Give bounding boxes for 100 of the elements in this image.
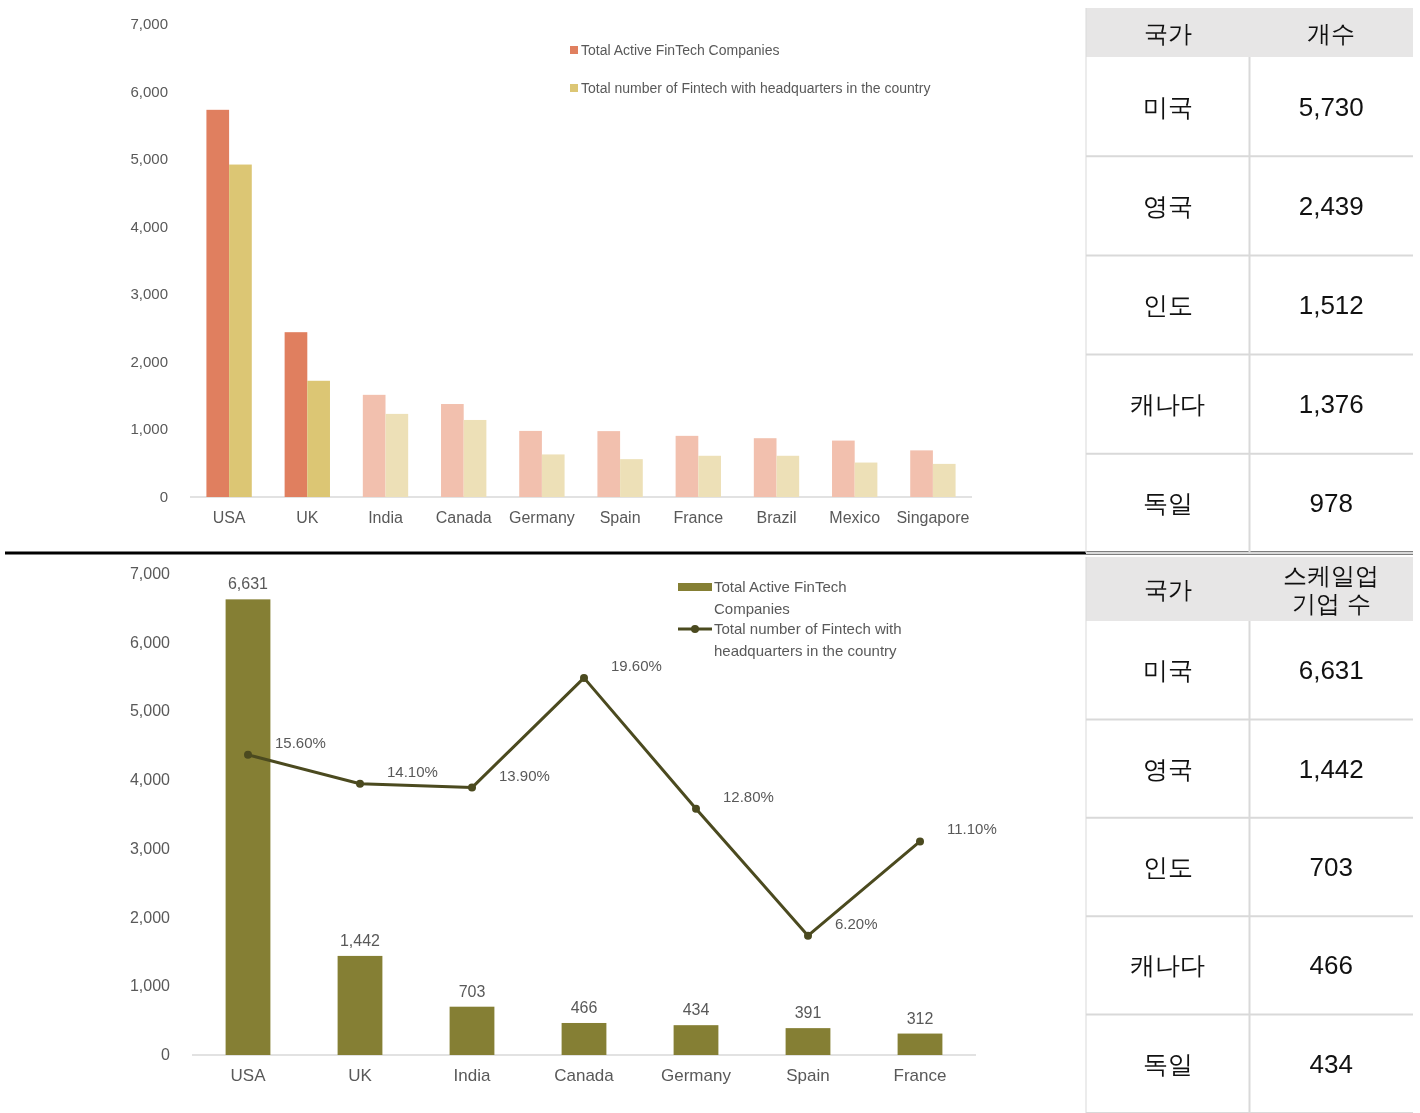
bar [753, 438, 777, 497]
category-label: 독일 [1142, 489, 1193, 518]
bar [597, 431, 621, 497]
category-label: 캐나다 [1130, 951, 1206, 980]
bar [854, 462, 878, 497]
point [356, 779, 364, 788]
y-tick-label: 0 [161, 1046, 171, 1063]
y-tick-label: 0 [159, 488, 168, 505]
bar [206, 109, 230, 497]
y-tick-label: 3,000 [129, 839, 171, 857]
bar [225, 599, 271, 1055]
text: 국가 [1143, 19, 1192, 47]
point [244, 750, 252, 759]
y-tick-label: 1,000 [130, 420, 168, 438]
bar [463, 419, 487, 497]
point [692, 804, 700, 813]
bar [698, 455, 721, 497]
category-label: 인도 [1142, 291, 1193, 319]
bar [337, 955, 383, 1055]
y-tick-label: 2,000 [129, 908, 171, 926]
bar [673, 1025, 719, 1055]
category-label: 인도 [1142, 853, 1193, 881]
bar [229, 164, 252, 497]
category-label: 캐나다 [1130, 390, 1206, 419]
bar [675, 435, 699, 497]
text: 6,631 [1298, 655, 1364, 686]
data-label: 19.60% [611, 656, 662, 674]
x-tick-label: France [893, 1066, 947, 1085]
y-tick-label: 6,000 [129, 633, 171, 651]
legend-label: Total number of Fintech with headquarters in the country [714, 620, 902, 659]
text: 2,439 [1298, 190, 1364, 221]
y-tick-label: 4,000 [129, 771, 171, 789]
legend-label: Total Active FinTech Companies [714, 578, 847, 617]
x-tick-label: Brazil [756, 509, 797, 526]
x-tick-label: France [673, 509, 724, 526]
x-tick-label: Canada [435, 509, 492, 526]
text: 국가 [1143, 576, 1192, 603]
category-label: 영국 [1142, 191, 1193, 220]
text: 스케일업 기업 수 [1283, 562, 1380, 617]
x-tick-label: Canada [554, 1066, 615, 1085]
x-tick-label: India [453, 1066, 491, 1085]
x-tick-label: Germany [661, 1066, 732, 1085]
category-label: 미국 [1142, 656, 1193, 685]
y-tick-label: 1,000 [129, 977, 171, 995]
data-label: 703 [458, 982, 486, 1000]
x-tick-label: USA [212, 509, 246, 526]
bar [441, 404, 464, 497]
text: 434 [1309, 1048, 1353, 1079]
x-tick-label: Spain [599, 509, 641, 526]
x-tick-label: UK [296, 509, 319, 526]
legend-label: Total number of Fintech with headquarters in the country [581, 80, 931, 96]
data-label: 434 [682, 1001, 710, 1019]
text: 466 [1309, 950, 1353, 981]
text: 개수 [1307, 19, 1356, 47]
bar [519, 430, 542, 497]
x-tick-label: Mexico [829, 509, 881, 526]
data-label: 12.80% [723, 787, 774, 805]
legend-label: Total Active FinTech Companies [581, 42, 780, 58]
data-label: 14.10% [387, 762, 438, 780]
bar [932, 463, 956, 497]
text: 978 [1309, 488, 1353, 519]
x-tick-label: UK [348, 1066, 373, 1085]
bar [785, 1028, 831, 1055]
text: 1,376 [1298, 389, 1364, 420]
point [916, 837, 924, 846]
data-label: 466 [570, 998, 598, 1016]
bar [897, 1033, 943, 1055]
data-label: 391 [794, 1004, 822, 1022]
x-tick-label: USA [230, 1066, 267, 1085]
data-label: 6,631 [227, 575, 269, 593]
point [468, 783, 476, 792]
data-label: 15.60% [275, 733, 326, 751]
y-tick-label: 5,000 [130, 150, 168, 168]
bar [561, 1022, 607, 1055]
bar [620, 459, 643, 497]
bar [541, 454, 565, 497]
y-tick-label: 4,000 [130, 217, 168, 235]
point [580, 673, 588, 682]
bar [776, 455, 800, 497]
category-label: 영국 [1142, 754, 1193, 783]
x-tick-label: Germany [509, 509, 575, 526]
data-label: 312 [906, 1009, 934, 1027]
y-tick-label: 6,000 [130, 82, 168, 100]
y-tick-label: 7,000 [130, 15, 168, 32]
data-label: 11.10% [947, 820, 997, 838]
text: 703 [1309, 852, 1353, 882]
text: 5,730 [1298, 91, 1364, 122]
bar [307, 380, 330, 497]
y-tick-label: 2,000 [130, 352, 168, 370]
bar [362, 394, 386, 497]
bar [832, 440, 855, 497]
category-label: 독일 [1142, 1049, 1193, 1078]
category-label: 미국 [1142, 92, 1193, 121]
bar [385, 413, 409, 497]
x-tick-label: Spain [786, 1066, 830, 1085]
y-tick-label: 5,000 [129, 702, 171, 720]
point [804, 931, 812, 940]
data-label: 1,442 [339, 931, 381, 949]
y-tick-label: 7,000 [129, 565, 171, 582]
text: 1,442 [1298, 753, 1364, 784]
